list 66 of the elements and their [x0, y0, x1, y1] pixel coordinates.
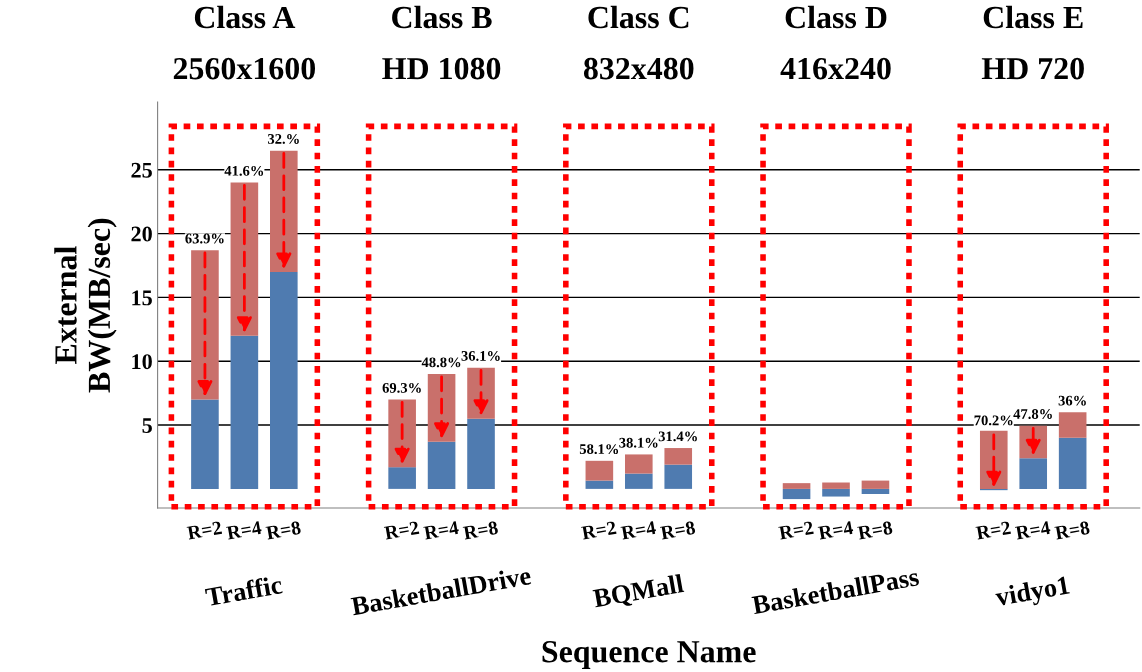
x-tick-label: R=4: [423, 520, 460, 540]
bar: [1019, 458, 1048, 489]
bar: [624, 454, 653, 474]
annotation: 47.8%: [1013, 409, 1052, 419]
x-tick-label: R=2: [186, 520, 223, 540]
y-tick-label: 20: [131, 226, 152, 242]
text: Class E HD 720: [981, 5, 1084, 80]
bar: [585, 480, 614, 489]
text: Class D 416x240: [780, 5, 891, 80]
bar: [782, 488, 811, 500]
bar: [782, 483, 811, 489]
bar: [822, 482, 850, 489]
y-tick-label: 10: [132, 354, 152, 370]
bar: [585, 460, 614, 481]
x-tick-label: R=2: [975, 520, 1011, 540]
annotation: 63.9%: [185, 233, 224, 244]
y-tick-label: 25: [131, 162, 152, 178]
annotation: 70.2%: [974, 415, 1013, 426]
y-tick-label: 15: [132, 290, 152, 306]
annotation: 38.1%: [619, 437, 658, 448]
bar: [1058, 437, 1087, 489]
x-tick-label: R=8: [1054, 520, 1091, 540]
x-tick-label: R=2: [581, 520, 617, 540]
bar: [191, 399, 219, 489]
x-tick-label: R=8: [265, 520, 302, 540]
x-tick-label: R=8: [659, 520, 696, 540]
bar: [1058, 412, 1087, 438]
bar: [664, 464, 693, 489]
text: BasketballPass: [751, 566, 920, 615]
x-axis-title: Sequence Name: [542, 640, 756, 669]
x-tick-label: R=2: [778, 520, 814, 540]
bar: [861, 488, 890, 494]
x-tick-label: R=8: [462, 520, 499, 540]
text: vidyo1: [994, 575, 1071, 612]
annotation: 36.1%: [461, 351, 500, 361]
bar: [270, 271, 298, 489]
x-tick-label: R=4: [817, 520, 854, 540]
annotation: 41.6%: [224, 165, 264, 176]
bar: [427, 441, 456, 489]
text: Traffic: [204, 574, 283, 607]
text: Class C 832x480: [583, 5, 694, 80]
bar: [191, 250, 219, 400]
bar: [388, 467, 416, 489]
bar: [230, 335, 259, 489]
text: Class B HD 1080: [382, 5, 501, 80]
bar: [861, 480, 890, 489]
annotation: 48.8%: [421, 357, 461, 368]
y-axis-title: External BW(MB/sec): [54, 218, 117, 393]
x-tick-label: R=8: [857, 520, 893, 540]
x-tick-label: R=4: [620, 520, 657, 540]
y-tick-label: 5: [142, 418, 152, 433]
annotation: 31.4%: [658, 431, 697, 442]
text: BQMall: [592, 573, 685, 612]
bar: [624, 473, 653, 489]
x-tick-label: R=2: [383, 520, 420, 540]
annotation: 58.1%: [579, 444, 619, 455]
annotation: 36%: [1058, 395, 1086, 406]
x-tick-label: R=4: [226, 520, 262, 540]
bar: [230, 182, 259, 336]
annotation: 69.3%: [382, 382, 421, 393]
x-tick-label: R=4: [1014, 520, 1051, 540]
annotation: 32.%: [267, 134, 299, 144]
bar: [467, 418, 495, 489]
text: Class A 2560x1600: [173, 5, 316, 80]
bar: [822, 488, 850, 497]
bar: [664, 448, 693, 465]
